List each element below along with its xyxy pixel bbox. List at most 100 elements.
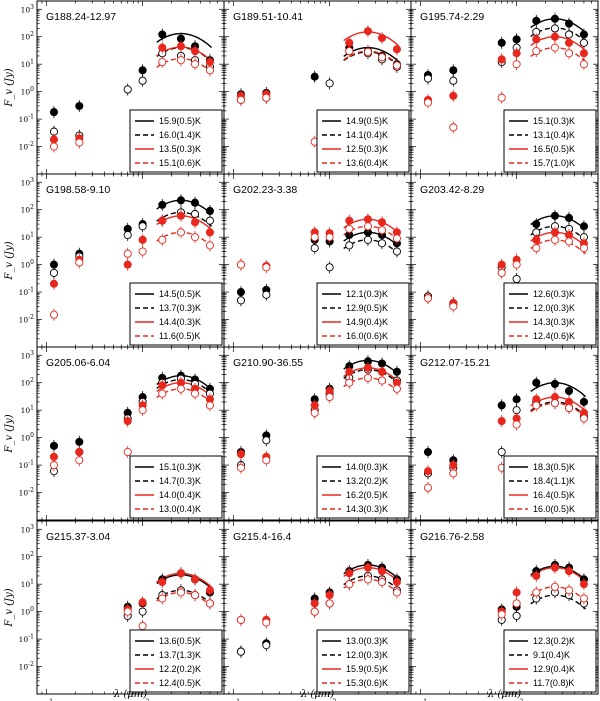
- data-point-black filled: [75, 437, 84, 446]
- data-point-red open: [138, 406, 147, 415]
- data-point-red filled: [363, 563, 372, 572]
- y-tick-label: 10-1: [19, 460, 34, 471]
- panel-G216.76-2.58: G216.76-2.5810110212.3(0.2)K9.1(0.4)K12.…: [410, 520, 599, 701]
- panel-G189.51-10.41: G189.51-10.41 14.9(0.5)K 14.1(0.4)K 12.5(0.…: [223, 0, 412, 175]
- data-point-black filled: [579, 397, 588, 406]
- legend-label: 14.3(0.3)K: [533, 317, 575, 327]
- data-point-red filled: [377, 367, 387, 376]
- data-point-black filled: [75, 101, 84, 111]
- data-point-red open: [236, 615, 246, 624]
- y-tick-label: 102: [21, 31, 35, 42]
- data-point-red open: [497, 268, 506, 277]
- data-point-red open: [262, 263, 271, 272]
- data-point-red open: [158, 235, 167, 244]
- data-point-red filled: [363, 27, 372, 36]
- data-point-red filled: [345, 367, 354, 376]
- panel-title: G189.51-10.41: [233, 11, 303, 23]
- data-point-black filled: [564, 213, 574, 223]
- legend-label: 15.7(1.0)K: [533, 158, 575, 168]
- data-point-red open: [205, 599, 214, 608]
- data-point-red filled: [550, 563, 559, 572]
- panel-frame: [410, 520, 599, 695]
- data-point-black filled: [205, 206, 214, 216]
- legend-label: 16.0(1.4)K: [159, 130, 201, 140]
- data-point-red open: [345, 378, 354, 387]
- data-point-red open: [392, 234, 401, 243]
- legend-label: 13.5(0.3)K: [159, 144, 201, 154]
- y-tick-label: 100: [21, 606, 35, 617]
- data-point-red open: [377, 53, 387, 62]
- panel-title: G215.4-16.4: [233, 531, 292, 543]
- panel-title: G216.76-2.58: [420, 531, 484, 543]
- legend-label: 12.1(0.3)K: [346, 289, 388, 299]
- legend-label: 14.7(0.3)K: [159, 476, 201, 486]
- legend-label: 16.4(0.5)K: [533, 490, 575, 500]
- legend-label: 14.9(0.4)K: [346, 317, 388, 327]
- legend-label: 12.2(0.2)K: [159, 664, 201, 674]
- data-point-black open: [123, 85, 132, 94]
- panel-G188.24-12.97: G188.24-12.97 10-2 10-1 100 101 102 103 15.9(0.…: [19, 0, 225, 175]
- data-point-black open: [449, 76, 458, 85]
- legend-label: 14.5(0.5)K: [159, 289, 201, 299]
- data-point-black filled: [310, 72, 319, 81]
- data-point-red open: [564, 49, 574, 58]
- y-tick-label: 10-2: [19, 487, 35, 498]
- data-point-red open: [532, 244, 541, 253]
- panel-G205.06-6.04: G205.06-6.04 10-2 10-1 100 101 102 103 15.1(0.3…: [19, 346, 225, 521]
- y-tick-label: 103: [21, 177, 35, 188]
- panel-frame: [410, 346, 599, 521]
- data-point-black open: [236, 647, 246, 656]
- fit-curve-12.9(0.5)K: [343, 239, 400, 255]
- data-point-red open: [190, 233, 200, 242]
- data-point-red open: [579, 414, 588, 423]
- y-tick-label: 101: [21, 405, 34, 416]
- data-point-black filled: [190, 198, 200, 207]
- data-point-red open: [262, 93, 271, 102]
- data-point-red filled: [138, 598, 147, 607]
- data-point-red open: [75, 138, 84, 147]
- data-point-black open: [310, 244, 319, 253]
- data-point-black open: [325, 79, 334, 88]
- data-point-red open: [310, 607, 319, 616]
- data-point-red open: [392, 61, 401, 70]
- data-point-red filled: [158, 577, 167, 587]
- panel-G215.37-3.04: G215.37-3.0410-210-110010110210310110213…: [19, 520, 225, 701]
- data-point-red open: [512, 599, 521, 608]
- data-point-black open: [236, 296, 246, 305]
- data-point-red open: [49, 310, 59, 319]
- data-point-red open: [550, 582, 559, 591]
- data-point-red filled: [158, 43, 167, 52]
- panel-title: G202.23-3.38: [233, 184, 297, 196]
- data-point-red open: [205, 401, 214, 410]
- fit-curve-13.6(0.4)K: [343, 50, 400, 66]
- data-point-red filled: [158, 216, 167, 225]
- fit-curve-13.7(0.3)K: [156, 211, 213, 227]
- legend-label: 16.5(0.5)K: [533, 144, 575, 154]
- data-point-red open: [262, 618, 271, 627]
- y-tick-label: 100: [21, 432, 35, 443]
- data-point-red filled: [345, 569, 354, 578]
- data-point-red filled: [392, 577, 401, 587]
- data-point-red filled: [377, 33, 387, 43]
- legend-label: 12.0(0.3)K: [346, 650, 388, 660]
- data-point-red open: [363, 47, 372, 56]
- data-point-black open: [345, 241, 354, 250]
- fit-curve-11.6(0.5)K: [156, 231, 213, 247]
- data-point-red filled: [49, 279, 59, 288]
- data-point-black filled: [497, 38, 506, 47]
- data-point-black filled: [564, 386, 574, 396]
- legend-label: 12.5(0.3)K: [346, 144, 388, 154]
- data-point-black open: [392, 247, 401, 256]
- data-point-red open: [423, 294, 433, 303]
- data-point-red open: [392, 588, 401, 597]
- data-point-red open: [512, 260, 521, 269]
- data-point-black filled: [392, 367, 401, 376]
- data-point-black filled: [532, 16, 541, 25]
- legend-label: 13.0(0.3)K: [346, 636, 388, 646]
- y-tick-label: 103: [21, 524, 35, 535]
- panel-title: G215.37-3.04: [46, 531, 110, 543]
- legend-label: 15.9(0.5)K: [159, 116, 201, 126]
- legend-label: 14.0(0.4)K: [159, 490, 201, 500]
- data-point-red open: [345, 47, 354, 56]
